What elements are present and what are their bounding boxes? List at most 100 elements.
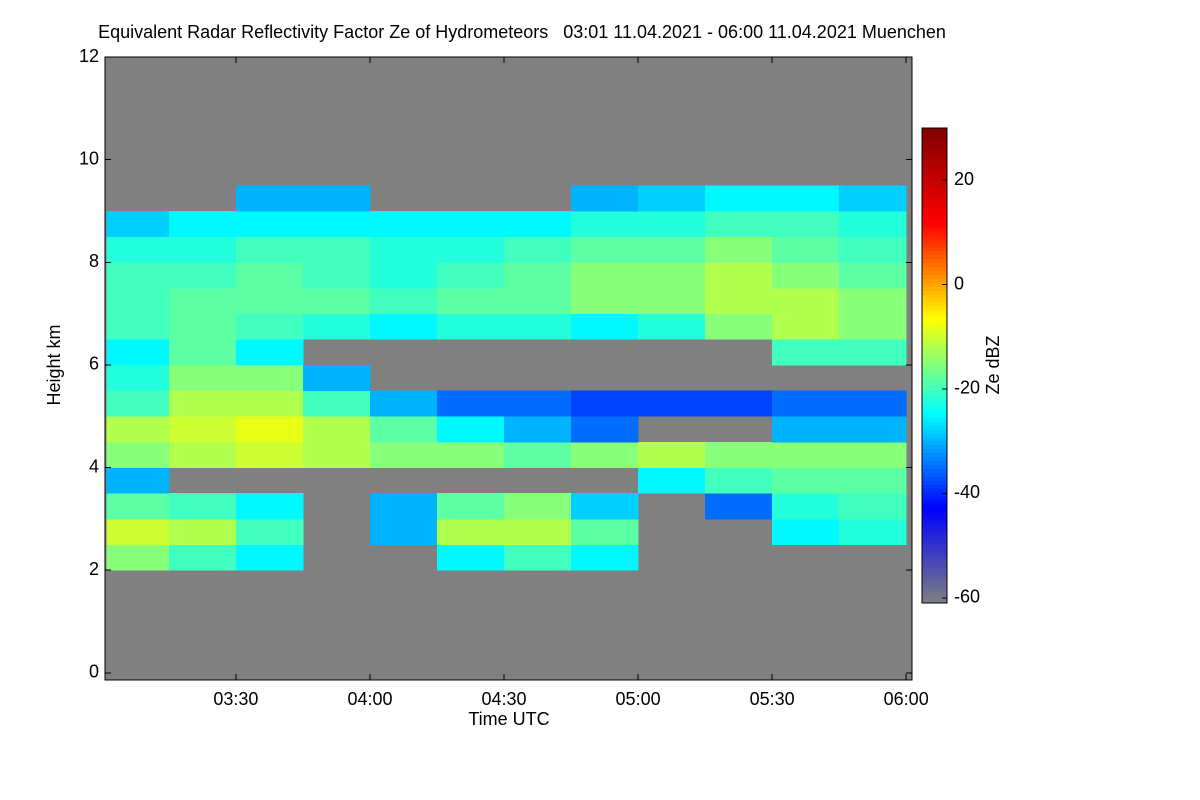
heatmap-cell [168,544,237,571]
colorbar-segment [922,325,947,331]
heatmap-cell [369,518,438,546]
heatmap-cell [369,390,438,417]
heatmap-cell [168,313,237,340]
colorbar-segment [922,595,947,600]
colorbar-segment [922,314,947,319]
colorbar-segment [922,452,947,458]
colorbar-segment [922,563,947,568]
colorbar-segment [922,428,947,434]
colorbar-segment [922,377,947,382]
heatmap-cell [772,441,840,469]
colorbar-segment [922,381,947,386]
colorbar-segment [922,579,947,584]
heatmap-cell [235,287,304,315]
heatmap-cell [106,467,170,494]
heatmap-cell [302,262,371,289]
heatmap-cell [369,262,438,289]
colorbar-segment [922,199,947,204]
heatmap-cell [571,287,639,315]
colorbar-segment [922,464,947,469]
colorbar-segment [922,223,947,228]
colorbar-segment [922,163,947,169]
heatmap-cell [235,185,304,212]
heatmap-cell [839,390,907,417]
heatmap-cell [705,493,773,520]
heatmap-cell [571,390,639,417]
heatmap-cell [437,518,505,546]
colorbar-segment [922,369,947,374]
heatmap-cell [772,390,840,417]
colorbar-segment [922,413,947,418]
heatmap-cell [106,390,170,417]
heatmap-cell [437,262,505,289]
colorbar-segment [922,535,947,541]
heatmap-cell [168,493,237,520]
heatmap-cell [106,416,170,443]
heatmap-cell [839,287,907,315]
heatmap-cell [168,441,237,469]
heatmap-cell [638,467,706,494]
colorbar-segment [922,420,947,426]
plot-frame [104,56,913,681]
heatmap-cell [638,210,706,238]
heatmap-cell [571,262,639,289]
colorbar-segment [922,155,947,161]
colorbar-tick-label: -20 [954,378,980,398]
heatmap-cell [772,518,840,546]
heatmap-cell [504,441,572,469]
heatmap-cell [504,518,572,546]
colorbar-segment [922,171,947,176]
heatmap-cell [638,313,706,340]
colorbar-segment [922,436,947,442]
colorbar-segment [922,456,947,461]
heatmap-cell [106,493,170,520]
colorbar-segment [922,409,947,414]
heatmap-cell [369,210,438,238]
colorbar-segment [922,357,947,363]
colorbar-segment [922,298,947,303]
colorbar-segment [922,329,947,335]
heatmap-cell [437,493,505,520]
heatmap-cell [839,339,907,366]
heatmap-cell [571,544,639,571]
colorbar-segment [922,135,947,141]
colorbar-segment [922,583,947,588]
colorbar-segment [922,207,947,212]
heatmap-cell [106,287,170,315]
colorbar-frame [921,127,948,604]
heatmap-cell [168,236,237,263]
heatmap-cell [504,416,572,443]
colorbar-segment [922,599,947,604]
heatmap-cell [504,390,572,417]
heatmap-cell [168,339,237,366]
chart-title: Equivalent Radar Reflectivity Factor Ze … [98,22,946,42]
colorbar-segment [922,361,947,366]
colorbar-segment [922,246,947,252]
heatmap-cell [369,441,438,469]
heatmap-cell [369,236,438,263]
heatmap-cell [638,185,706,212]
colorbar-segment [922,492,947,497]
colorbar-segment [922,258,947,264]
heatmap-cell [772,210,840,238]
heatmap-cell [638,390,706,417]
colorbar-segment [922,551,947,556]
colorbar-segment [922,215,947,220]
heatmap-cell [437,210,505,238]
colorbar-segment [922,131,947,137]
colorbar-segment [922,496,947,501]
heatmap-cell [106,339,170,366]
heatmap-cell [302,287,371,315]
colorbar-segment [922,302,947,307]
heatmap-cell [571,210,639,238]
heatmap-cell [235,441,304,469]
heatmap-cell [839,313,907,340]
heatmap-cell [772,313,840,340]
colorbar-segment [922,349,947,355]
colorbar-segment [922,321,947,327]
colorbar-segment [922,128,947,133]
colorbar-segment [922,187,947,192]
heatmap-cell [437,236,505,263]
heatmap-cell [168,364,237,392]
heatmap-cell [235,262,304,289]
